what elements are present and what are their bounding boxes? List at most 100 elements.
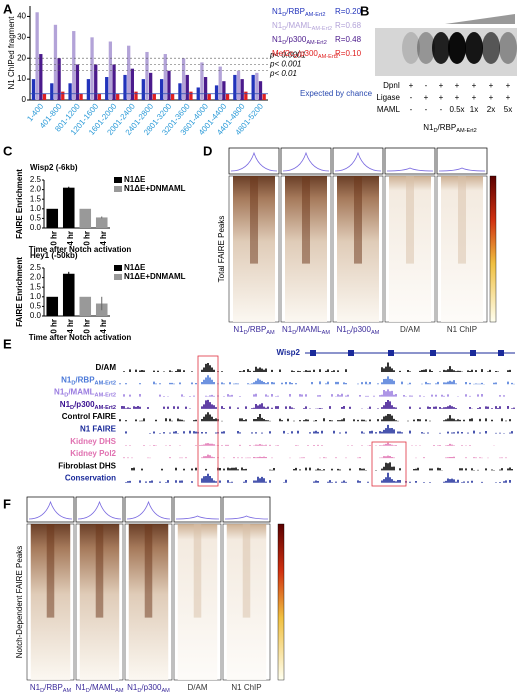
- y-tick-label: 0.0: [30, 311, 42, 320]
- x-tick-label: 4 hr: [99, 231, 108, 246]
- panel-label: A: [3, 1, 13, 16]
- track-signal: [123, 389, 505, 397]
- track-label: Fibroblast DHS: [58, 462, 116, 471]
- column-label: N1D/MAMLAM: [282, 325, 330, 336]
- legend-label-part: Mef2c: [272, 49, 294, 58]
- wedge: [445, 14, 515, 24]
- chart-title: Wisp2 (-6kb): [30, 163, 78, 172]
- bar: [35, 12, 39, 101]
- y-axis-label: FAIRE Enrichment: [15, 169, 24, 239]
- y-tick-label: 1.0: [30, 292, 42, 301]
- lane-label: +: [472, 93, 477, 102]
- bar: [72, 31, 76, 100]
- legend-label: N1ΔE: [124, 263, 146, 272]
- lane-label: +: [506, 93, 511, 102]
- bar: [149, 72, 153, 100]
- profile: [175, 515, 220, 520]
- profile: [126, 500, 171, 520]
- legend-label: N1ΔE+DNMAML: [124, 272, 186, 281]
- gel-band: [482, 32, 500, 64]
- column-label: N1 ChIP: [231, 683, 261, 692]
- row-label: DpnI: [383, 81, 400, 90]
- legend-r: R=0.68: [335, 21, 362, 30]
- y-tick-label: 1.5: [30, 194, 42, 203]
- bar: [94, 64, 98, 100]
- track-label-part: AM-Ert2: [95, 405, 116, 411]
- column-label-part: /p300: [351, 325, 372, 334]
- bar: [255, 72, 259, 100]
- profile-box: [75, 496, 124, 523]
- track-signal: [125, 472, 511, 483]
- bar: [203, 77, 208, 100]
- heatmap-core: [144, 524, 153, 618]
- x-tick-label: 0 hr: [49, 231, 58, 246]
- track-label-part: Kidney DHS: [70, 437, 116, 446]
- legend-r: R=0.20: [335, 7, 362, 16]
- bar: [145, 51, 149, 100]
- lane-label: +: [472, 81, 477, 90]
- heatmap-core: [193, 524, 202, 618]
- bar: [86, 79, 91, 100]
- legend-label-part: /RBP: [286, 7, 305, 16]
- colorbar: [489, 175, 497, 323]
- bar: [244, 91, 248, 100]
- bar: [90, 37, 94, 100]
- profile: [438, 167, 486, 172]
- track-label: N1D/RBPAM-Ert2: [61, 375, 116, 386]
- bar: [258, 81, 263, 100]
- track-signal: [121, 399, 515, 409]
- heatmap-core: [250, 176, 258, 264]
- panel-label: F: [3, 496, 11, 511]
- heatmap-core: [406, 176, 414, 264]
- bar: [79, 93, 83, 100]
- column-label: D/AM: [188, 683, 208, 692]
- exon: [470, 350, 476, 356]
- bar: [62, 273, 75, 316]
- track-label-part: D: [64, 393, 68, 399]
- column-label-part: AM: [161, 688, 170, 694]
- exon: [388, 350, 394, 356]
- y-tick-label: 1.0: [30, 204, 42, 213]
- bar: [62, 187, 75, 228]
- bar: [123, 74, 127, 100]
- track-label-part: N1: [60, 400, 71, 409]
- legend-label-part: N1: [272, 7, 283, 16]
- legend-swatch: [114, 265, 122, 271]
- track-signal: [123, 362, 511, 372]
- gel-caption: N1D/RBPAM-Ert2: [423, 123, 476, 134]
- legend-label-part: /p300: [286, 35, 307, 44]
- y-tick-label: 40: [17, 12, 26, 21]
- column-label-part: D: [40, 688, 44, 694]
- lane-label: +: [489, 93, 494, 102]
- track-label-part: Conservation: [65, 474, 116, 483]
- bar: [46, 208, 59, 228]
- y-tick-label: 1.5: [30, 282, 42, 291]
- x-tick-label: 4 hr: [99, 319, 108, 334]
- x-tick-label: 0 hr: [49, 319, 58, 334]
- bar: [225, 93, 230, 100]
- bar: [251, 74, 255, 100]
- row-label: MAML: [377, 105, 401, 114]
- lane-label: 0.5x: [449, 105, 464, 114]
- gel-caption-part: D: [434, 128, 438, 134]
- y-tick-label: 30: [17, 32, 26, 41]
- column-label-part: D: [244, 330, 248, 336]
- lane-label: -: [425, 105, 428, 114]
- panel-label: C: [3, 143, 13, 158]
- legend-label-part: N1: [272, 35, 283, 44]
- bar: [53, 24, 58, 100]
- column-label-part: AM: [266, 330, 275, 336]
- bar: [68, 83, 72, 100]
- bar: [46, 296, 59, 316]
- x-tick-label: 4 hr: [66, 231, 75, 246]
- panel-label: E: [3, 336, 12, 351]
- bar: [75, 64, 80, 100]
- x-tick-label: 0 hr: [82, 231, 91, 246]
- y-tick-label: 20: [17, 53, 26, 62]
- column-label-part: D: [137, 688, 141, 694]
- bar: [57, 58, 61, 100]
- column-label-part: N1: [282, 325, 293, 334]
- column-label-part: /p300: [141, 683, 162, 692]
- legend-label: Mef2cD/p300AM-Ert2: [272, 49, 338, 60]
